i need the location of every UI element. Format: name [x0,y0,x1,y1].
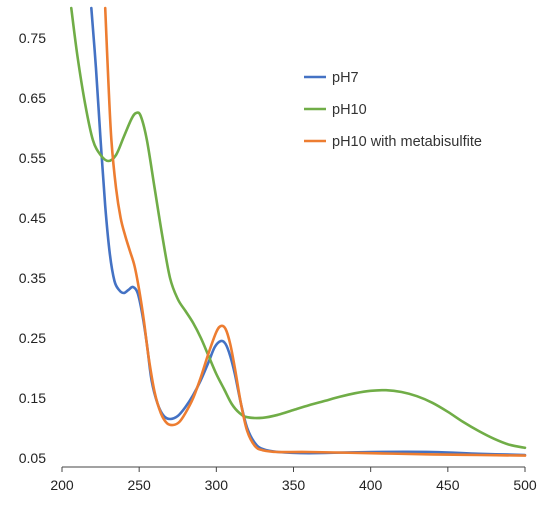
plot-lines [69,6,527,457]
legend-label-ph7: pH7 [332,70,359,86]
series-line-ph10-with-metabisulfite [103,6,527,457]
x-tick-label: 200 [50,477,74,493]
y-tick-label: 0.65 [19,90,46,106]
y-tick-label: 0.75 [19,30,46,46]
legend: pH7 pH10 pH10 with metabisulfite [304,70,482,150]
legend-label-ph10: pH10 [332,102,367,118]
y-tick-label: 0.55 [19,150,46,166]
x-tick-label: 500 [513,477,537,493]
y-tick-label: 0.05 [19,450,46,466]
y-tick-label: 0.45 [19,210,46,226]
y-axis-ticks: 0.05 0.15 0.25 0.35 0.45 0.55 0.65 0.75 [19,30,46,466]
y-tick-label: 0.35 [19,270,46,286]
x-tick-label: 250 [127,477,151,493]
x-axis-ticks: 200 250 300 350 400 450 500 [50,467,537,493]
series-line-ph10 [69,6,527,450]
x-tick-label: 450 [436,477,460,493]
y-tick-label: 0.25 [19,330,46,346]
x-tick-label: 400 [359,477,383,493]
x-tick-label: 350 [282,477,306,493]
series-line-ph7 [90,6,527,457]
legend-label-ph10-with-metabisulfite: pH10 with metabisulfite [332,134,482,150]
x-tick-label: 300 [205,477,229,493]
y-tick-label: 0.15 [19,390,46,406]
